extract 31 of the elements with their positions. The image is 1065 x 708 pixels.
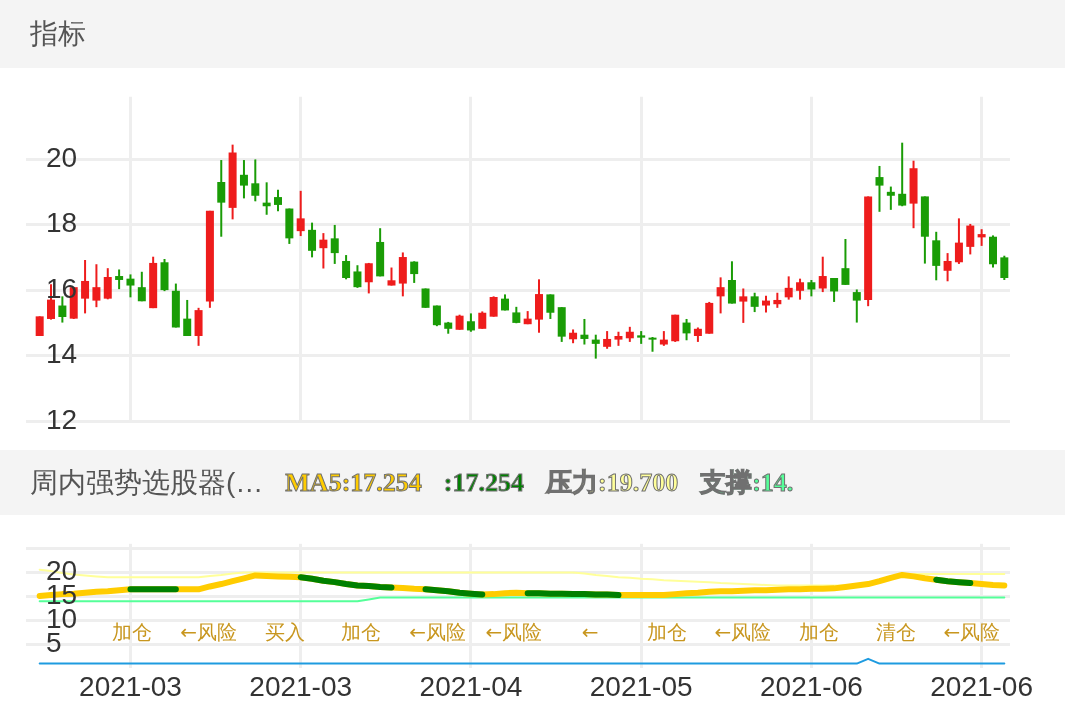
annotation: ←风险: [943, 619, 1001, 644]
annotation: 加仓: [112, 619, 153, 644]
y-tick-label: 20: [46, 141, 78, 173]
x-tick-label: 2021-05: [589, 670, 693, 702]
annotation: 加仓: [646, 619, 687, 644]
annotation: 清仓: [875, 619, 916, 644]
x-tick-label: 2021-06: [760, 670, 863, 702]
y-tick-label: 14: [46, 338, 78, 370]
annotation: ←风险: [485, 619, 543, 644]
x-tick-label: 2021-04: [419, 670, 523, 702]
candlestick: [648, 336, 657, 352]
y-tick-label: 12: [46, 403, 78, 435]
annotation: 加仓: [341, 619, 382, 644]
y-tick-label: 16: [46, 272, 78, 304]
annotation: ←风险: [409, 619, 466, 644]
annotation: 加仓: [799, 619, 840, 644]
x-tick-label: 2021-06: [930, 670, 1034, 702]
x-tick-label: 2021-03: [79, 670, 182, 702]
chart-title: 指标: [29, 17, 86, 51]
text: MA5:17.254: [285, 467, 422, 498]
y-tick-label: 5: [46, 627, 62, 659]
text: :17.254: [443, 467, 524, 498]
chart-title: 周内强势选股器(…: [29, 465, 264, 500]
annotation: ←风险: [180, 619, 237, 644]
annotation: ←风险: [714, 619, 772, 644]
annotation: 买入: [264, 619, 305, 644]
x-tick-label: 2021-03: [249, 670, 353, 702]
annotation: ←: [581, 619, 599, 644]
text: 压力:19.700: [545, 467, 679, 499]
text: 支撑:14.: [700, 467, 794, 499]
y-tick-label: 18: [46, 207, 78, 239]
